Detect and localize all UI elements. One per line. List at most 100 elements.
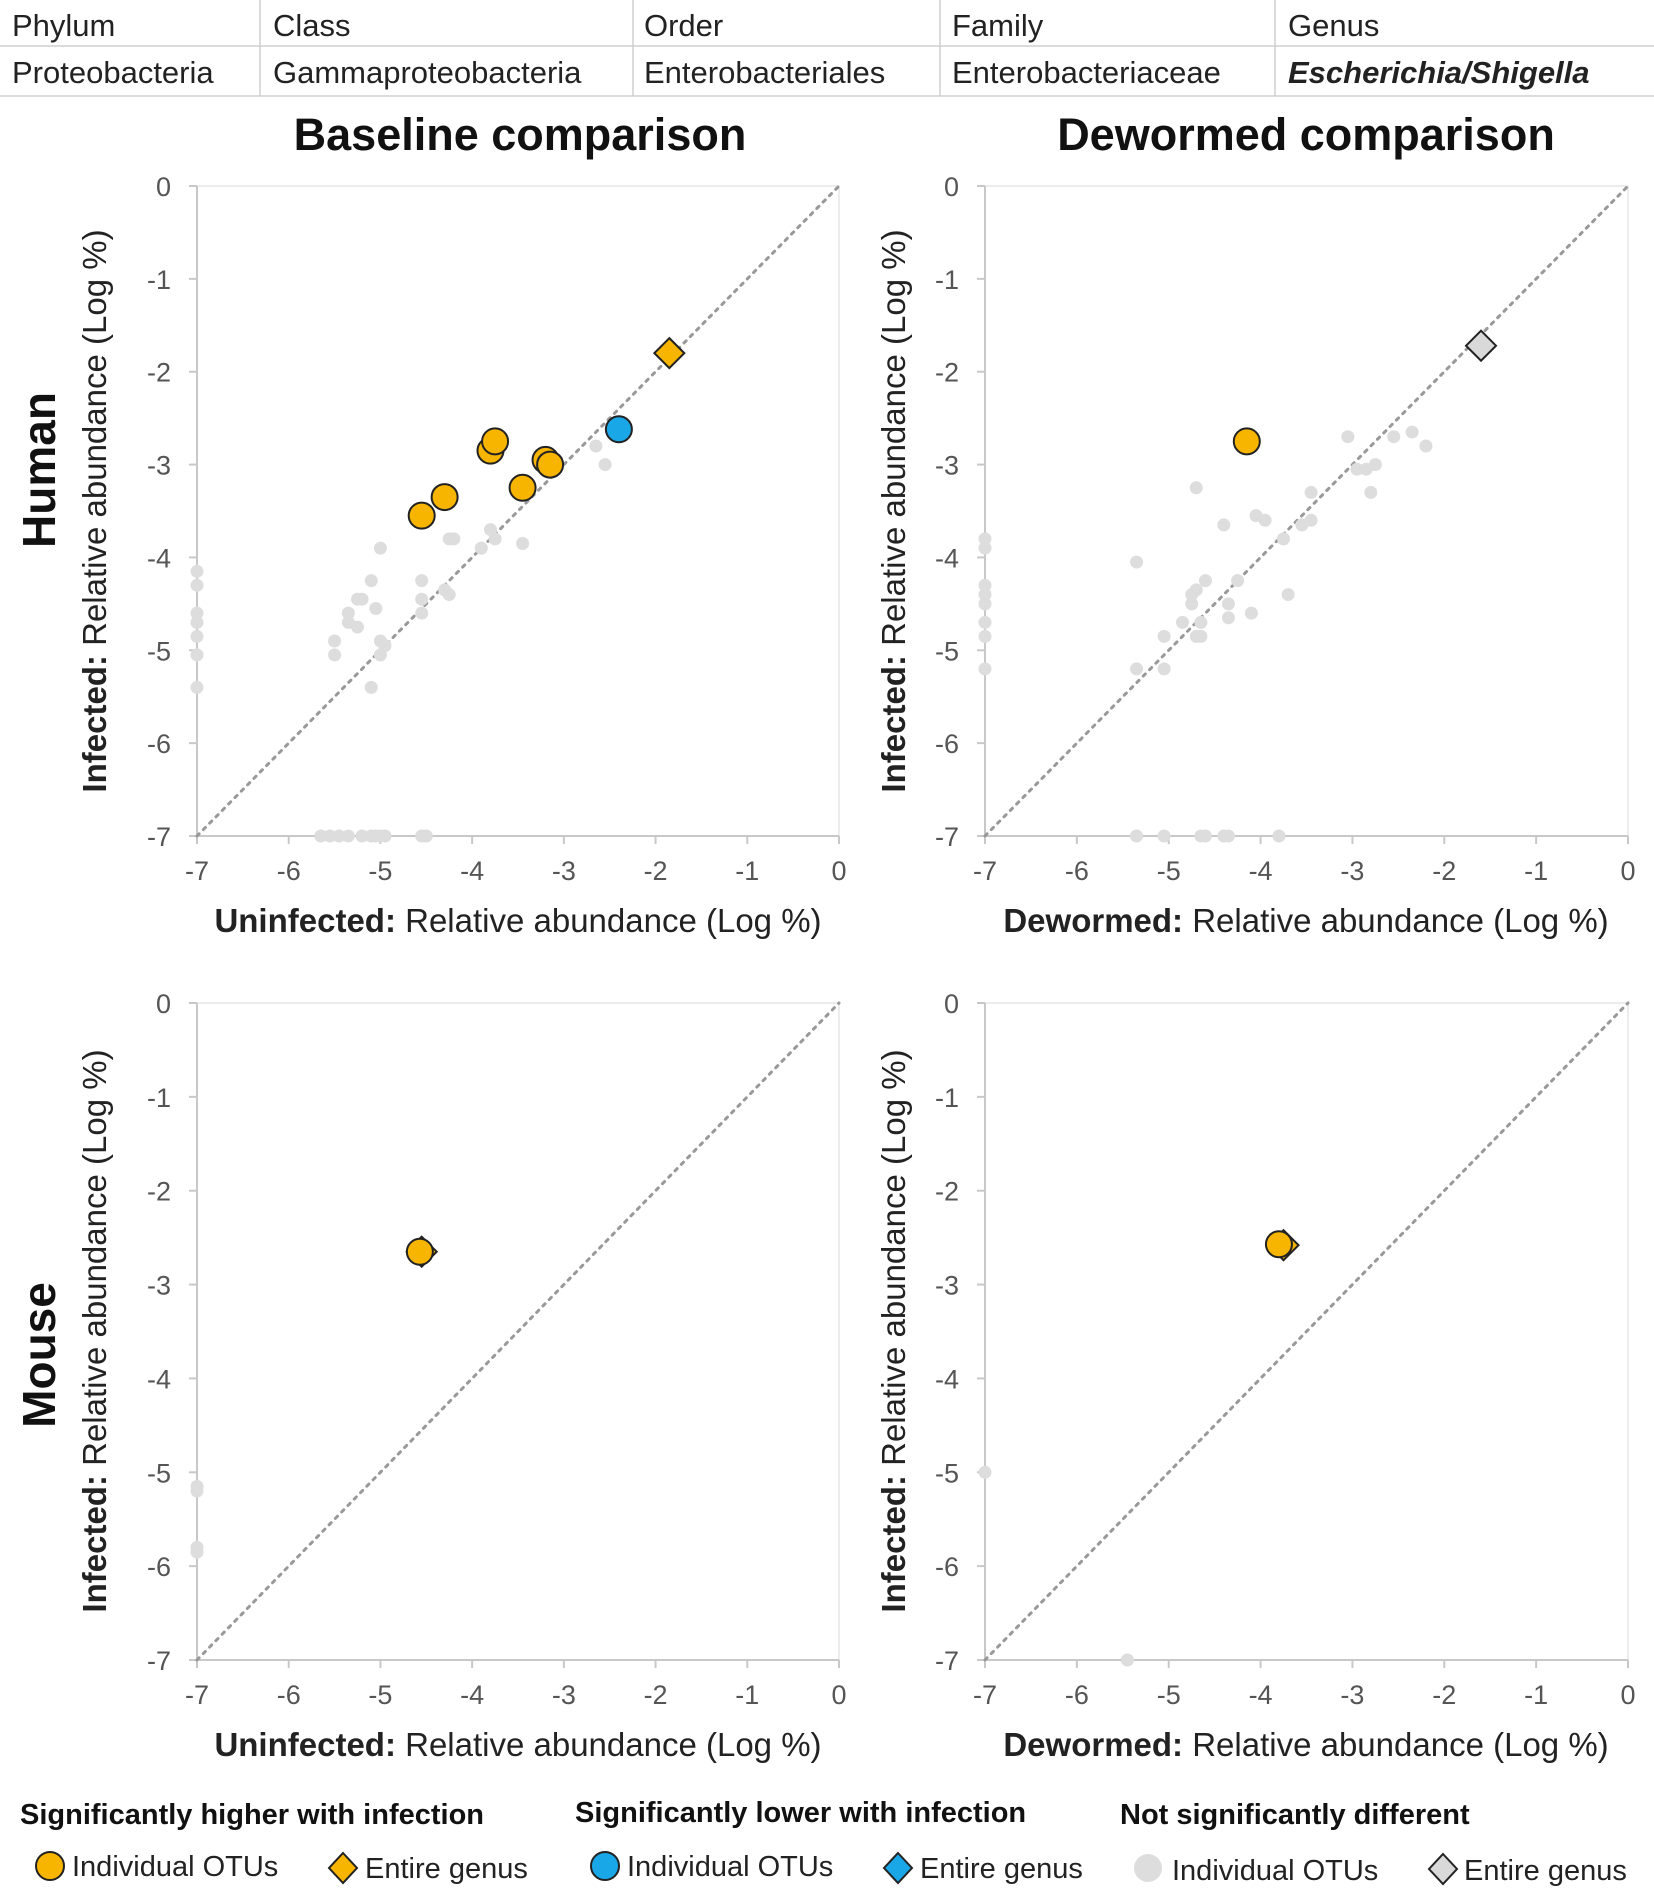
x-tick-label: -7 bbox=[973, 1680, 997, 1710]
legend-marker-higher-otu bbox=[35, 1851, 65, 1881]
y-tick-label: -3 bbox=[147, 1271, 171, 1301]
taxonomy-value-genus: Escherichia/Shigella bbox=[1288, 55, 1590, 90]
legend-label-higher-genus: Entire genus bbox=[365, 1853, 528, 1885]
data-point-notsig-otu bbox=[351, 620, 364, 634]
taxonomy-header-family: Family bbox=[952, 8, 1044, 43]
data-point-notsig-otu bbox=[1198, 574, 1212, 588]
taxonomy-header-phylum: Phylum bbox=[12, 8, 115, 43]
x-tick-label: -7 bbox=[185, 856, 209, 886]
data-point-notsig-otu bbox=[190, 648, 204, 662]
y-tick-label: -7 bbox=[147, 1646, 171, 1676]
legend: Significantly higher with infection Sign… bbox=[20, 1797, 1627, 1887]
y-axis-label-bold: Infected: bbox=[875, 1475, 912, 1613]
data-point-notsig-otu bbox=[341, 606, 355, 620]
x-tick-label: -3 bbox=[1340, 1680, 1364, 1710]
data-point-notsig-otu bbox=[1281, 588, 1295, 602]
y-axis-label-bold: Infected: bbox=[875, 655, 912, 793]
x-tick-label: -1 bbox=[735, 1680, 759, 1710]
data-point-notsig-otu bbox=[1157, 662, 1171, 676]
y-tick-label: -2 bbox=[935, 358, 959, 388]
data-point-notsig-otu bbox=[1419, 439, 1433, 453]
legend-label-notsig-otu: Individual OTUs bbox=[1172, 1855, 1378, 1887]
y-tick-label: -1 bbox=[935, 265, 959, 295]
x-tick-label: -6 bbox=[1065, 1680, 1089, 1710]
data-point-higher-otu bbox=[508, 473, 537, 502]
x-tick-label: 0 bbox=[831, 1680, 846, 1710]
data-point-notsig-otu bbox=[516, 537, 530, 550]
data-point-higher-otu bbox=[481, 427, 510, 456]
legend-marker-lower-genus bbox=[882, 1851, 914, 1885]
data-point-lower-otu bbox=[604, 415, 633, 444]
x-axis-label-rest: Relative abundance (Log %) bbox=[1183, 902, 1609, 939]
x-tick-label: -5 bbox=[1157, 856, 1181, 886]
data-point-notsig-otu bbox=[1364, 485, 1378, 499]
x-tick-label: -6 bbox=[277, 856, 301, 886]
x-axis-label: Uninfected: Relative abundance (Log %) bbox=[214, 902, 821, 939]
data-point-notsig-otu bbox=[1244, 606, 1258, 620]
x-axis-label-bold: Uninfected: bbox=[214, 902, 396, 939]
data-point-notsig-otu bbox=[1221, 611, 1235, 625]
data-point-notsig-otu bbox=[1387, 430, 1401, 444]
data-point-higher-otu bbox=[536, 450, 565, 479]
y-tick-label: -6 bbox=[935, 729, 959, 759]
data-point-notsig-otu bbox=[1130, 829, 1144, 843]
y-tick-label: -1 bbox=[935, 1083, 959, 1113]
data-point-notsig-otu bbox=[978, 662, 992, 676]
y-tick-label: -6 bbox=[147, 729, 171, 759]
data-point-notsig-otu bbox=[978, 629, 992, 643]
data-point-notsig-otu bbox=[355, 829, 369, 843]
column-title-baseline: Baseline comparison bbox=[294, 109, 747, 160]
data-point-notsig-otu bbox=[373, 541, 387, 555]
x-tick-label: -1 bbox=[1524, 1680, 1548, 1710]
row-label-mouse: Mouse bbox=[13, 1282, 65, 1428]
data-point-notsig-otu bbox=[355, 592, 369, 606]
x-tick-label: 0 bbox=[1620, 1680, 1635, 1710]
y-tick-label: -5 bbox=[147, 636, 171, 666]
data-point-notsig-otu bbox=[1368, 458, 1382, 472]
panel-mouse-dewormed: -7 -7 -6 -6 -5 -5 -4 -4 -3 -3 -2 -2 -1 -1 0 0 Dewormed: … bbox=[875, 989, 1636, 1763]
y-tick-label: -6 bbox=[147, 1552, 171, 1582]
data-point-notsig-otu bbox=[1189, 481, 1203, 495]
column-title-dewormed: Dewormed comparison bbox=[1057, 109, 1555, 160]
y-tick-label: -2 bbox=[147, 358, 171, 388]
data-point-notsig-otu bbox=[190, 1545, 204, 1559]
x-axis-label-rest: Relative abundance (Log %) bbox=[396, 1726, 822, 1763]
x-tick-label: -5 bbox=[1157, 1680, 1181, 1710]
data-point-notsig-otu bbox=[1189, 583, 1203, 597]
data-point-notsig-otu bbox=[1258, 513, 1272, 527]
data-point-notsig-otu bbox=[415, 606, 429, 620]
x-tick-label: -4 bbox=[1249, 856, 1273, 886]
legend-marker-notsig-genus bbox=[1427, 1852, 1459, 1886]
y-tick-label: -1 bbox=[147, 265, 171, 295]
y-axis-label-rest: Relative abundance (Log %) bbox=[76, 1049, 113, 1475]
y-axis-label: Infected: Relative abundance (Log %) bbox=[875, 1049, 912, 1612]
data-point-notsig-otu bbox=[1277, 532, 1291, 546]
x-tick-label: -2 bbox=[1432, 1680, 1456, 1710]
x-tick-label: -2 bbox=[1432, 856, 1456, 886]
y-tick-label: -3 bbox=[935, 451, 959, 481]
data-point-notsig-otu bbox=[978, 588, 992, 602]
data-point-notsig-otu bbox=[364, 680, 378, 694]
y-tick-label: -4 bbox=[935, 1364, 959, 1394]
x-tick-label: -3 bbox=[552, 1680, 576, 1710]
data-point-notsig-otu bbox=[1221, 829, 1235, 843]
legend-marker-lower-otu bbox=[590, 1851, 620, 1881]
data-point-notsig-otu bbox=[1185, 597, 1199, 611]
data-point-notsig-otu bbox=[328, 648, 342, 662]
legend-marker-higher-genus bbox=[327, 1851, 359, 1885]
legend-title-notsig: Not significantly different bbox=[1120, 1799, 1470, 1831]
x-tick-label: -4 bbox=[460, 1680, 484, 1710]
y-tick-label: 0 bbox=[156, 989, 171, 1019]
data-point-notsig-otu bbox=[190, 578, 204, 592]
data-point-notsig-otu bbox=[1405, 425, 1419, 439]
data-point-notsig-otu bbox=[1304, 485, 1318, 499]
x-tick-label: -4 bbox=[1249, 1680, 1273, 1710]
legend-label-lower-genus: Entire genus bbox=[920, 1853, 1083, 1885]
x-axis-label-bold: Uninfected: bbox=[214, 1726, 396, 1763]
data-point-notsig-otu bbox=[1175, 615, 1189, 629]
legend-title-higher: Significantly higher with infection bbox=[20, 1799, 484, 1831]
data-point-notsig-otu bbox=[378, 829, 392, 843]
legend-label-lower-otu: Individual OTUs bbox=[627, 1851, 833, 1883]
x-tick-label: -7 bbox=[973, 856, 997, 886]
